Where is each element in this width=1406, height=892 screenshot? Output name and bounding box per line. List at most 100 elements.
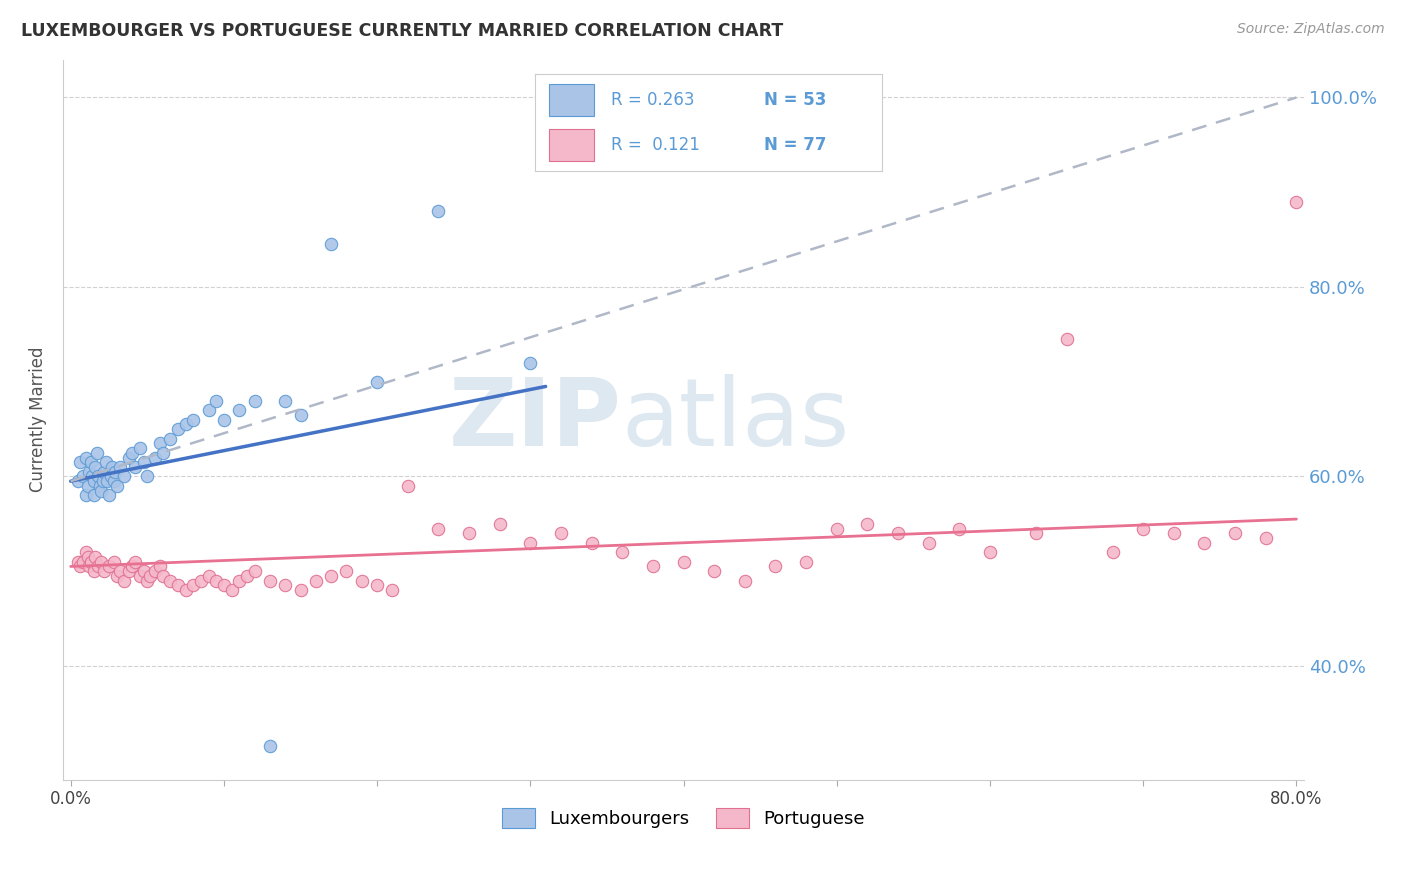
Point <box>396 479 419 493</box>
Point <box>159 432 181 446</box>
Point <box>488 516 510 531</box>
Point <box>124 460 146 475</box>
Point <box>167 422 190 436</box>
Point <box>79 555 101 569</box>
Point <box>87 469 110 483</box>
Point <box>794 555 817 569</box>
Point <box>335 564 357 578</box>
Point <box>101 460 124 475</box>
Point <box>136 469 159 483</box>
Point <box>139 569 162 583</box>
Point <box>321 569 343 583</box>
Point <box>427 204 450 219</box>
Point <box>128 569 150 583</box>
Point <box>128 441 150 455</box>
Point <box>550 526 572 541</box>
Point <box>134 455 156 469</box>
Text: LUXEMBOURGER VS PORTUGUESE CURRENTLY MARRIED CORRELATION CHART: LUXEMBOURGER VS PORTUGUESE CURRENTLY MAR… <box>21 22 783 40</box>
Point <box>134 564 156 578</box>
Point <box>259 739 281 754</box>
Point <box>100 469 122 483</box>
Point <box>672 555 695 569</box>
Point <box>212 412 235 426</box>
Point <box>90 483 112 498</box>
Point <box>427 522 450 536</box>
Point <box>108 460 131 475</box>
Point <box>1194 535 1216 549</box>
Point <box>93 564 115 578</box>
Point <box>104 465 127 479</box>
Text: Source: ZipAtlas.com: Source: ZipAtlas.com <box>1237 22 1385 37</box>
Point <box>612 545 634 559</box>
Point <box>305 574 328 588</box>
Point <box>366 578 388 592</box>
Point <box>103 555 125 569</box>
Point <box>1254 531 1277 545</box>
Point <box>75 488 97 502</box>
Point <box>519 535 541 549</box>
Point <box>67 555 90 569</box>
Point <box>1132 522 1154 536</box>
Point <box>98 559 121 574</box>
Point <box>82 469 104 483</box>
Point <box>83 564 105 578</box>
Point <box>581 535 603 549</box>
Point <box>979 545 1001 559</box>
Point <box>72 469 94 483</box>
Point <box>152 569 174 583</box>
Point <box>174 417 197 432</box>
Point <box>1163 526 1185 541</box>
Point <box>174 583 197 598</box>
Point <box>103 474 125 488</box>
Point <box>190 574 212 588</box>
Legend: Luxembourgers, Portuguese: Luxembourgers, Portuguese <box>495 801 872 836</box>
Point <box>77 465 100 479</box>
Point <box>94 455 117 469</box>
Y-axis label: Currently Married: Currently Married <box>30 347 46 492</box>
Point <box>366 375 388 389</box>
Point <box>76 549 98 564</box>
Point <box>124 555 146 569</box>
Point <box>641 559 664 574</box>
Point <box>918 535 941 549</box>
Point <box>221 583 243 598</box>
Point <box>825 522 848 536</box>
Point <box>69 559 91 574</box>
Point <box>887 526 910 541</box>
Point <box>259 574 281 588</box>
Point <box>112 469 135 483</box>
Point <box>143 564 166 578</box>
Point <box>243 393 266 408</box>
Point <box>167 578 190 592</box>
Point <box>105 479 128 493</box>
Point <box>90 555 112 569</box>
Point <box>243 564 266 578</box>
Point <box>1025 526 1047 541</box>
Point <box>458 526 481 541</box>
Point <box>87 559 110 574</box>
Point <box>75 545 97 559</box>
Point <box>112 574 135 588</box>
Point <box>290 408 312 422</box>
Point <box>381 583 404 598</box>
Point <box>274 393 297 408</box>
Text: atlas: atlas <box>621 374 849 466</box>
Point <box>121 559 143 574</box>
Point <box>212 578 235 592</box>
Point <box>181 578 204 592</box>
Point <box>703 564 725 578</box>
Point <box>197 569 219 583</box>
Point <box>89 479 111 493</box>
Point <box>84 460 107 475</box>
Point <box>1056 332 1078 346</box>
Point <box>91 474 114 488</box>
Text: ZIP: ZIP <box>449 374 621 466</box>
Point <box>290 583 312 598</box>
Point <box>321 237 343 252</box>
Point <box>79 455 101 469</box>
Point <box>205 574 228 588</box>
Point <box>1101 545 1123 559</box>
Point <box>228 574 250 588</box>
Point <box>152 446 174 460</box>
Point <box>72 555 94 569</box>
